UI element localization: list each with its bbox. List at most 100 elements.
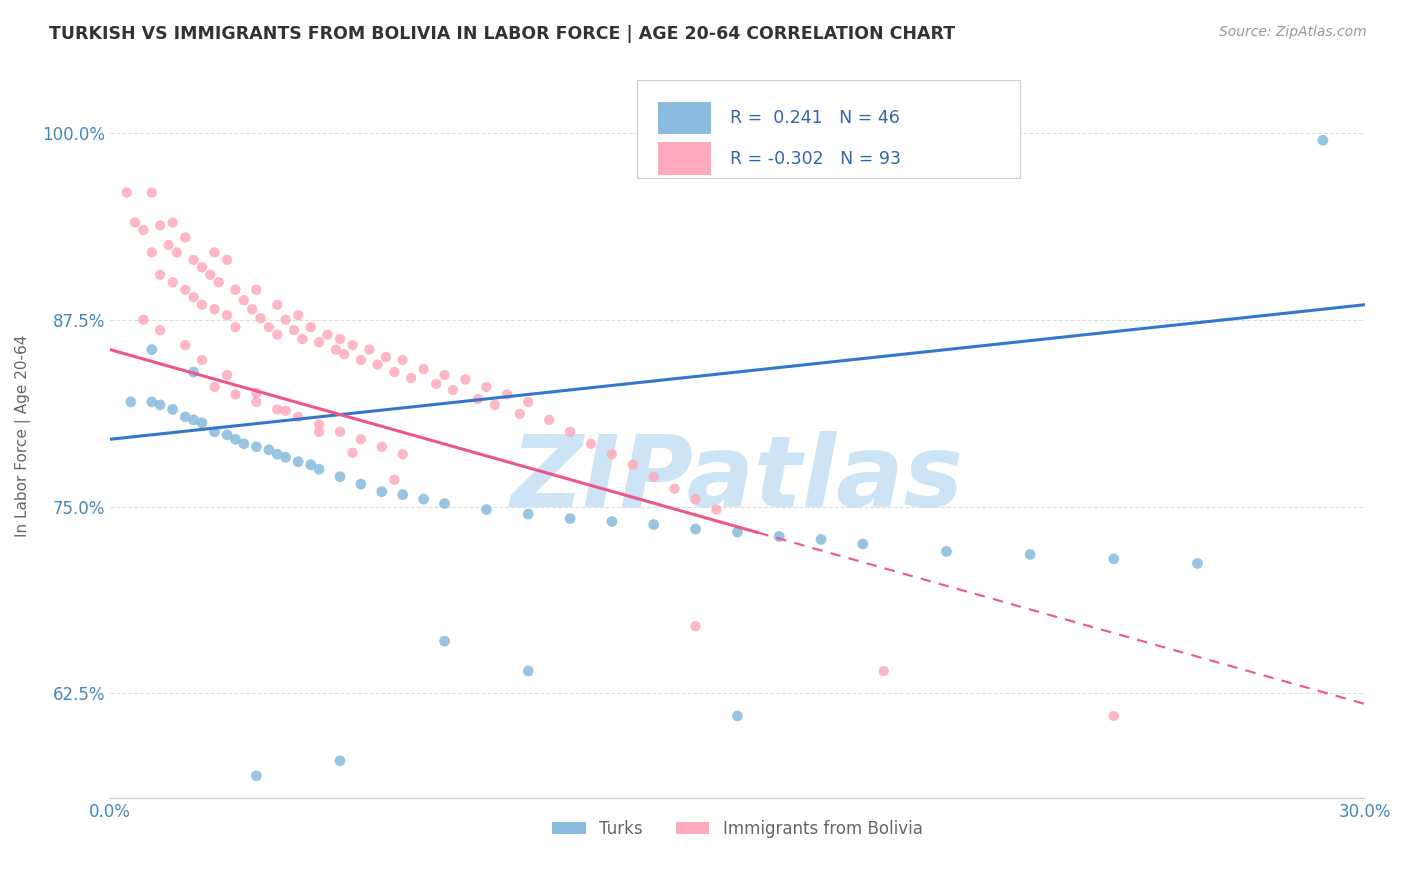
Point [132, 223, 155, 237]
Point [274, 404, 297, 418]
Point [367, 358, 389, 372]
Point [249, 311, 271, 326]
Point [1187, 557, 1209, 571]
Point [157, 238, 180, 252]
Point [308, 425, 330, 439]
Point [384, 365, 406, 379]
Point [141, 245, 163, 260]
Point [329, 425, 352, 439]
Point [174, 283, 197, 297]
Point [274, 312, 297, 326]
Point [685, 522, 707, 536]
Point [1102, 709, 1125, 723]
Point [359, 343, 381, 357]
Point [342, 338, 364, 352]
Point [200, 268, 222, 282]
Text: ZIPatlas: ZIPatlas [510, 431, 965, 527]
Point [467, 392, 489, 406]
Point [191, 260, 214, 275]
Point [191, 353, 214, 368]
Point [391, 353, 413, 368]
Point [240, 302, 263, 317]
Point [433, 634, 456, 648]
Point [183, 252, 205, 267]
Point [287, 308, 309, 322]
Point [183, 413, 205, 427]
Point [852, 537, 875, 551]
Point [935, 544, 957, 558]
Point [329, 754, 352, 768]
Bar [658, 102, 711, 134]
Point [245, 283, 267, 297]
Point [149, 398, 172, 412]
Point [245, 386, 267, 401]
Point [162, 402, 184, 417]
Point [329, 332, 352, 346]
Point [224, 320, 246, 334]
Point [706, 502, 728, 516]
Point [308, 462, 330, 476]
Point [433, 368, 456, 382]
Point [454, 372, 477, 386]
Point [162, 215, 184, 229]
Point [316, 327, 339, 342]
Point [433, 497, 456, 511]
Point [441, 383, 464, 397]
Point [291, 332, 314, 346]
Point [217, 368, 239, 382]
Text: Source: ZipAtlas.com: Source: ZipAtlas.com [1219, 25, 1367, 39]
Point [183, 290, 205, 304]
FancyBboxPatch shape [637, 80, 1019, 178]
Point [132, 312, 155, 326]
Point [425, 376, 447, 391]
Point [412, 492, 434, 507]
Point [266, 402, 288, 417]
Point [287, 455, 309, 469]
Point [204, 425, 226, 439]
Text: R =  0.241   N = 46: R = 0.241 N = 46 [730, 109, 900, 127]
Point [391, 447, 413, 461]
Point [217, 427, 239, 442]
Point [115, 186, 138, 200]
Point [120, 395, 142, 409]
Point [342, 446, 364, 460]
Point [412, 362, 434, 376]
Point [266, 327, 288, 342]
Bar [658, 143, 711, 175]
Point [509, 407, 531, 421]
Point [204, 380, 226, 394]
Point [174, 230, 197, 244]
Text: TURKISH VS IMMIGRANTS FROM BOLIVIA IN LABOR FORCE | AGE 20-64 CORRELATION CHART: TURKISH VS IMMIGRANTS FROM BOLIVIA IN LA… [49, 25, 955, 43]
Point [399, 371, 422, 385]
Point [725, 524, 748, 539]
Point [375, 350, 398, 364]
Point [600, 447, 623, 461]
Point [621, 458, 644, 472]
Point [643, 517, 665, 532]
Point [162, 275, 184, 289]
Point [558, 425, 581, 439]
Point [191, 298, 214, 312]
Point [149, 268, 172, 282]
Point [124, 215, 146, 229]
Point [224, 387, 246, 401]
Point [149, 219, 172, 233]
Point [245, 769, 267, 783]
Point [245, 440, 267, 454]
Point [484, 398, 506, 412]
Point [475, 380, 498, 394]
Point [204, 302, 226, 317]
Point [224, 283, 246, 297]
Point [308, 335, 330, 350]
Point [475, 502, 498, 516]
Point [299, 320, 322, 334]
Legend: Turks, Immigrants from Bolivia: Turks, Immigrants from Bolivia [546, 813, 929, 844]
Point [174, 409, 197, 424]
Point [204, 245, 226, 260]
Point [579, 437, 602, 451]
Point [517, 507, 540, 521]
Point [643, 469, 665, 483]
Point [371, 484, 394, 499]
Point [257, 320, 280, 334]
Point [538, 413, 561, 427]
